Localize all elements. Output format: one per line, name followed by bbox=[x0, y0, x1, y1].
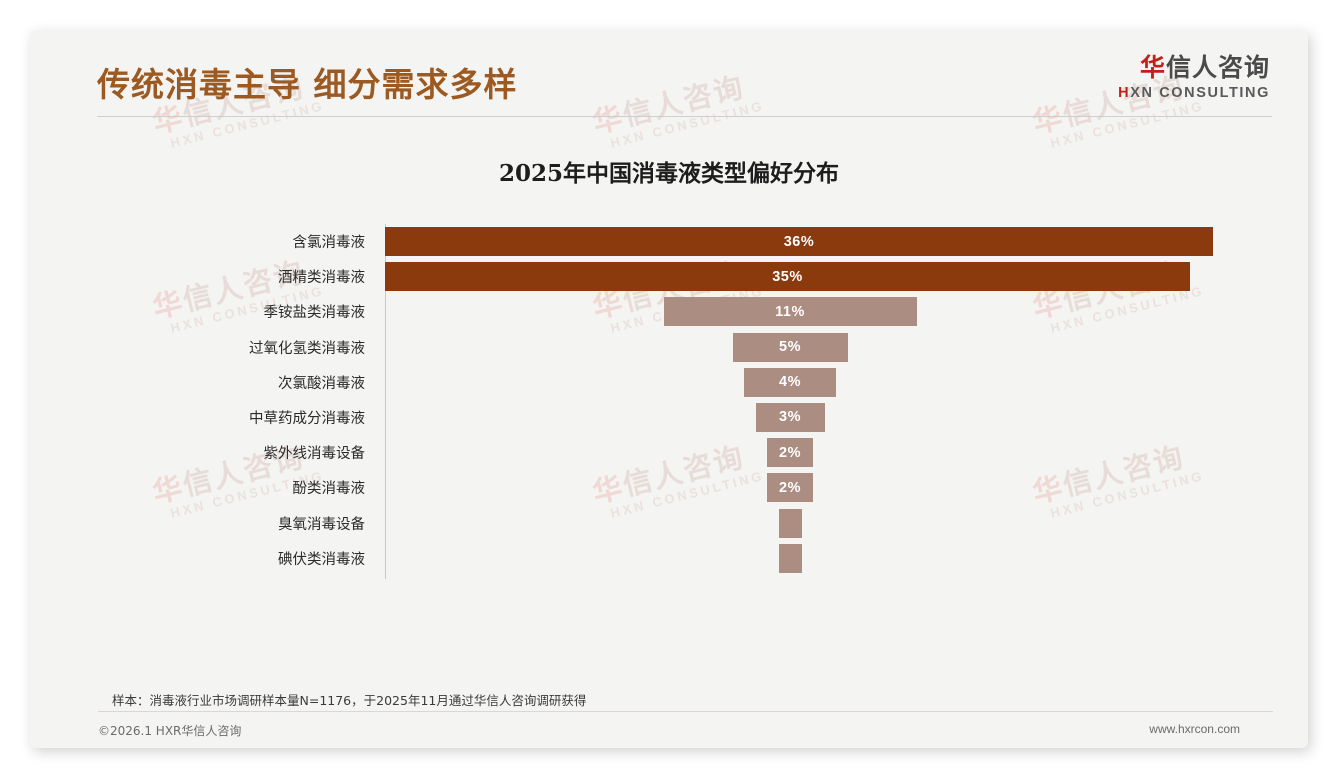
bar-category-label: 臭氧消毒设备 bbox=[278, 516, 365, 533]
bar[interactable]: 5% bbox=[732, 332, 848, 362]
bar-row: 酒精类消毒液 35% bbox=[79, 259, 1259, 294]
bar-row: 含氯消毒液 36% bbox=[79, 224, 1259, 259]
source-footnote: 样本：消毒液行业市场调研样本量N=1176，于2025年11月通过华信人咨询调研… bbox=[112, 693, 587, 708]
logo-accent-char: 华 bbox=[1139, 53, 1166, 82]
slide-canvas: 华信人咨询 HXN CONSULTING 华信人咨询 HXN CONSULTING 华信… bbox=[30, 30, 1308, 748]
bar[interactable]: 36% bbox=[385, 227, 1213, 256]
bar-track: 2% bbox=[385, 435, 1259, 470]
bar[interactable] bbox=[778, 508, 802, 538]
chart-container: 2025年中国消毒液类型偏好分布 含氯消毒液 36% 酒精类消毒液 35% 季铵盐类消毒… bbox=[30, 130, 1308, 675]
bar-track: 35% bbox=[385, 259, 1259, 294]
bar-row: 紫外线消毒设备 2% bbox=[79, 435, 1259, 470]
copyright-text: ©2026.1 HXR华信人咨询 bbox=[98, 724, 242, 738]
bar[interactable] bbox=[778, 543, 802, 573]
bar[interactable]: 2% bbox=[767, 438, 813, 468]
bar-track: 3% bbox=[385, 400, 1259, 435]
bar[interactable]: 3% bbox=[755, 402, 825, 432]
bar-track: 2% bbox=[385, 470, 1259, 505]
bar[interactable]: 4% bbox=[744, 367, 836, 397]
bar-value-label: 4% bbox=[779, 374, 801, 391]
bar-track: 36% bbox=[385, 224, 1259, 259]
chart-title: 2025年中国消毒液类型偏好分布 bbox=[498, 160, 839, 187]
bar-category-label: 酚类消毒液 bbox=[292, 481, 366, 498]
category-axis-line bbox=[385, 224, 386, 579]
header-divider bbox=[97, 116, 1272, 117]
logo-name-rest: 信人咨询 bbox=[1165, 53, 1270, 82]
bar[interactable]: 11% bbox=[663, 297, 917, 327]
bar-row: 臭氧消毒设备 bbox=[79, 506, 1259, 541]
bar-value-label: 11% bbox=[775, 303, 805, 320]
bar-value-label: 5% bbox=[779, 339, 801, 356]
bar-value-label: 2% bbox=[779, 479, 801, 496]
website-url[interactable]: www.hxrcon.com bbox=[1149, 722, 1240, 736]
footer-divider bbox=[98, 711, 1273, 712]
bar-category-label: 含氯消毒液 bbox=[292, 235, 366, 252]
bar-track bbox=[385, 541, 1259, 576]
bar-category-label: 碘伏类消毒液 bbox=[278, 551, 365, 568]
bar[interactable]: 35% bbox=[385, 262, 1190, 292]
bar-row: 过氧化氢类消毒液 5% bbox=[79, 330, 1259, 365]
logo-en-rest: XN CONSULTING bbox=[1130, 84, 1270, 101]
slide-header: 传统消毒主导 细分需求多样 华信人咨询 HXN CONSULTING bbox=[30, 30, 1308, 130]
bar-category-label: 中草药成分消毒液 bbox=[249, 411, 365, 428]
bar[interactable]: 2% bbox=[767, 473, 813, 503]
page-title: 传统消毒主导 细分需求多样 bbox=[97, 65, 518, 104]
logo-english-name: HXN CONSULTING bbox=[1118, 85, 1270, 101]
bar-row: 中草药成分消毒液 3% bbox=[79, 400, 1259, 435]
bar-row: 次氯酸消毒液 4% bbox=[79, 365, 1259, 400]
bar-value-label: 3% bbox=[779, 409, 801, 426]
bar-category-label: 紫外线消毒设备 bbox=[263, 446, 366, 463]
logo-en-accent: H bbox=[1118, 84, 1131, 101]
bar-value-label: 2% bbox=[779, 444, 801, 461]
bar-row: 碘伏类消毒液 bbox=[79, 541, 1259, 576]
bar-row: 酚类消毒液 2% bbox=[79, 470, 1259, 505]
bar-value-label: 35% bbox=[772, 268, 803, 285]
bar-track: 11% bbox=[385, 294, 1259, 329]
company-logo: 华信人咨询 HXN CONSULTING bbox=[1118, 54, 1270, 101]
bar-category-label: 酒精类消毒液 bbox=[278, 270, 365, 287]
bar-list: 含氯消毒液 36% 酒精类消毒液 35% 季铵盐类消毒液 11% 过氧化氢类消毒液 5% 次氯酸… bbox=[79, 224, 1259, 576]
slide-footer: ©2026.1 HXR华信人咨询 www.hxrcon.com bbox=[30, 716, 1308, 748]
bar-track bbox=[385, 506, 1259, 541]
chart-plot-area: 含氯消毒液 36% 酒精类消毒液 35% 季铵盐类消毒液 11% 过氧化氢类消毒液 5% 次氯酸… bbox=[79, 224, 1259, 589]
bar-category-label: 季铵盐类消毒液 bbox=[263, 305, 366, 322]
bar-category-label: 过氧化氢类消毒液 bbox=[249, 340, 365, 357]
bar-track: 4% bbox=[385, 365, 1259, 400]
bar-row: 季铵盐类消毒液 11% bbox=[79, 294, 1259, 329]
logo-chinese-name: 华信人咨询 bbox=[1118, 54, 1270, 82]
bar-track: 5% bbox=[385, 330, 1259, 365]
bar-value-label: 36% bbox=[783, 233, 815, 250]
bar-category-label: 次氯酸消毒液 bbox=[278, 375, 365, 392]
